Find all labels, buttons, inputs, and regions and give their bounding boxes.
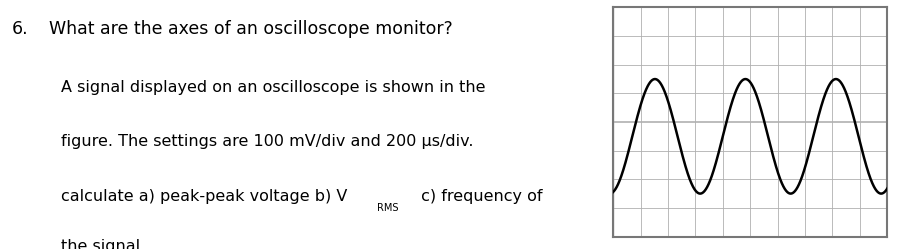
Text: figure. The settings are 100 mV/div and 200 μs/div.: figure. The settings are 100 mV/div and … xyxy=(61,134,473,149)
Text: c) frequency of: c) frequency of xyxy=(415,189,542,204)
Text: A signal displayed on an oscilloscope is shown in the: A signal displayed on an oscilloscope is… xyxy=(61,80,485,95)
Text: RMS: RMS xyxy=(378,203,399,213)
Text: calculate a) peak-peak voltage b) V: calculate a) peak-peak voltage b) V xyxy=(61,189,347,204)
Text: What are the axes of an oscilloscope monitor?: What are the axes of an oscilloscope mon… xyxy=(49,20,452,38)
Text: 6.: 6. xyxy=(13,20,29,38)
Text: the signal.: the signal. xyxy=(61,239,145,249)
